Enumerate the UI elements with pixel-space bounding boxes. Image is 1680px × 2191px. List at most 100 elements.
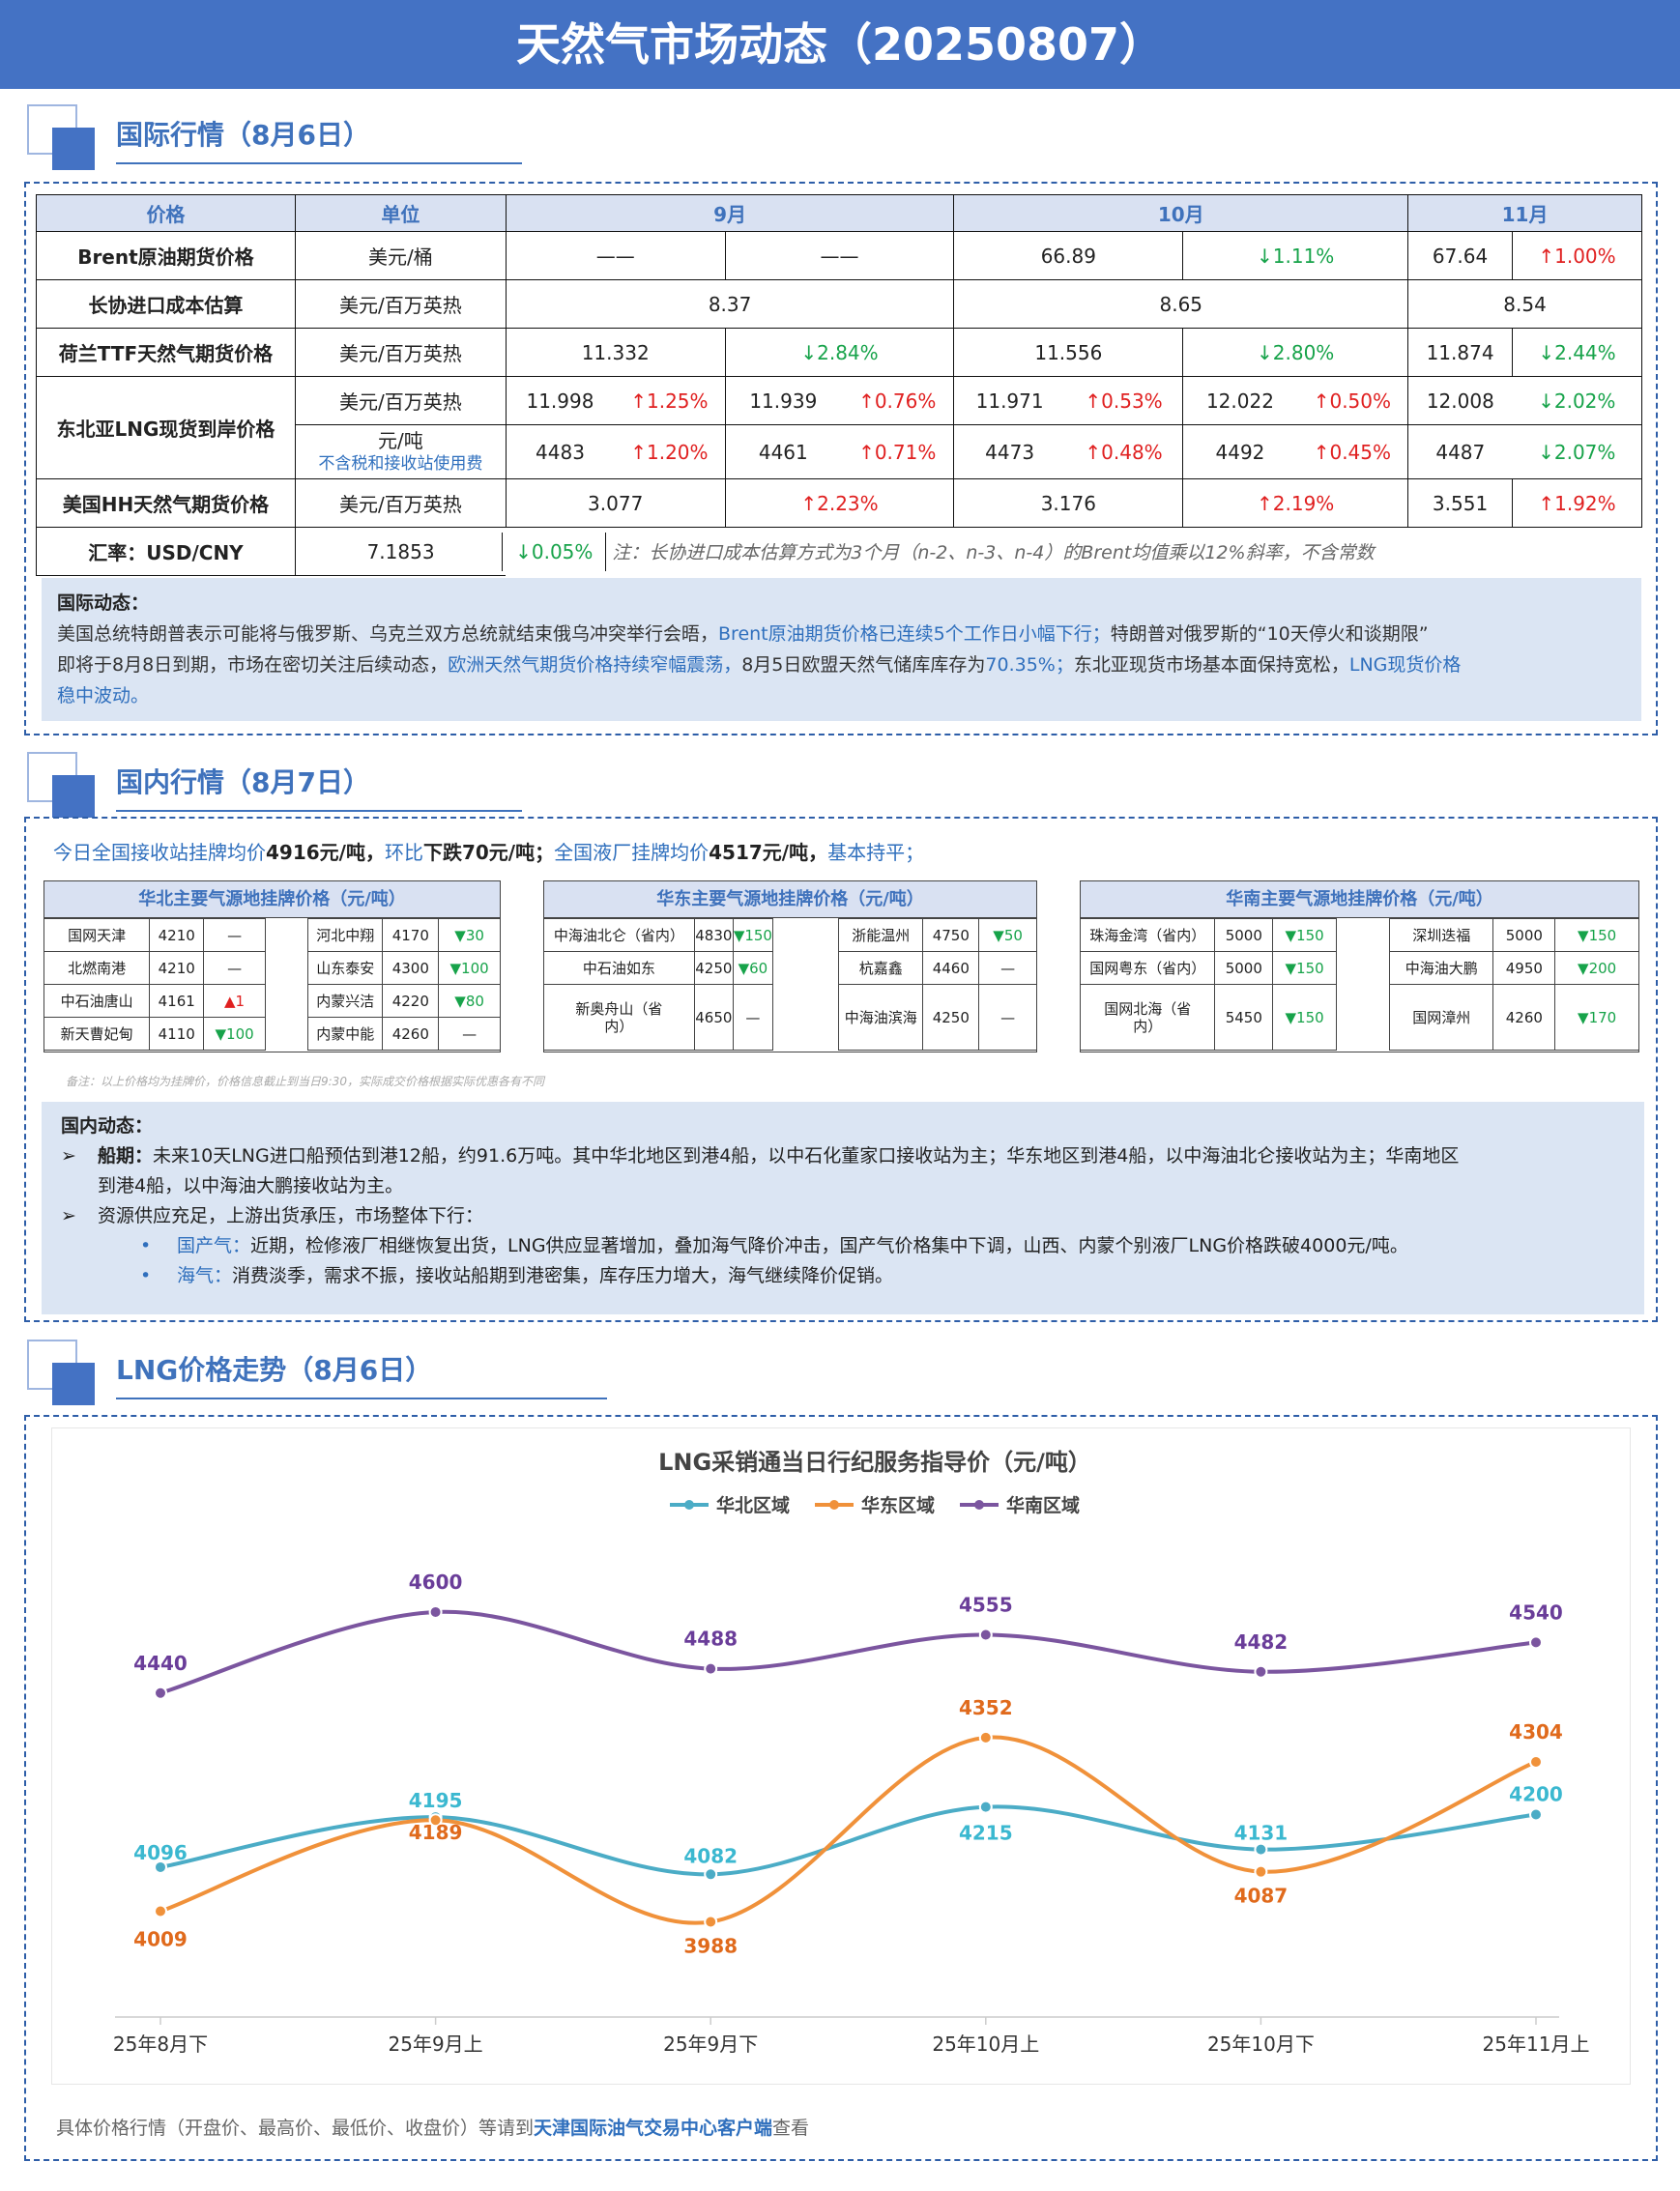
news-title: 国内动态： <box>61 1115 154 1137</box>
region-table-south: 华南主要气源地挂牌价格（元/吨） <box>1080 880 1639 1052</box>
news-seg: 美国总统特朗普表示可能将与俄罗斯、乌克兰双方总统就结束俄乌冲突举行会晤， <box>57 623 719 645</box>
data-label: 4555 <box>959 1594 1013 1617</box>
news-highlight: Brent原油期货价格已连续5个工作日小幅下行； <box>718 623 1111 645</box>
south-left-table: 珠海金湾（省内） 5000 ▼150 国网粤东（省内） 5000 ▼150 国网北海（省… <box>1079 918 1337 1051</box>
source-name: 中石油如东 <box>543 951 695 985</box>
value-cell: 4461 <box>724 424 841 479</box>
sub-text: 消费淡季，需求不振，接收站船期到港密集，库存压力增大，海气继续降价促销。 <box>232 1265 894 1286</box>
data-label: 4189 <box>409 1821 463 1844</box>
unit-cell: 美元/百万英热 <box>294 279 507 329</box>
data-label: 4131 <box>1234 1822 1289 1845</box>
source-change: ▼150 <box>1554 918 1639 952</box>
source-change: ▼150 <box>1272 984 1337 1051</box>
col-header-oct: 10月 <box>953 194 1409 232</box>
chart-frame <box>51 1427 1631 2085</box>
value-cell: 3.551 <box>1407 478 1514 528</box>
news-title: 国际动态： <box>57 592 150 614</box>
note-text: 注：长协进口成本估算方式为3个月（n-2、n-3、n-4）的Brent均值乘以1… <box>612 541 1375 563</box>
bullet-label: 船期： <box>98 1145 154 1167</box>
source-price: 4250 <box>922 984 980 1051</box>
value-cell: 3.077 <box>505 478 726 528</box>
table-header-row: 价格 单位 9月 10月 11月 <box>36 194 1642 232</box>
summary-value: 4916元/吨， <box>266 841 385 864</box>
source-change: ▼150 <box>732 918 774 952</box>
legend-marker <box>974 1500 984 1510</box>
change-cell: ↓1.11% <box>1182 231 1409 280</box>
chart-title: LNG采销通当日行纪服务指导价（元/吨） <box>658 1449 1091 1476</box>
table-row: 中海油北仑（省内） 4830 ▼150 <box>543 918 774 952</box>
bullet-text: 资源供应充足，上游出货承压，市场整体下行： <box>98 1205 484 1226</box>
source-change: ▼60 <box>732 951 774 985</box>
dot-bullet-icon: • <box>140 1265 152 1286</box>
north-left-table: 国网天津 4210— 北燃南港 4210— 中石油唐山 4161 ▲1 新天曹妃甸 411… <box>43 918 266 1051</box>
source-name: 杭嘉鑫 <box>837 951 924 985</box>
news-highlight: 欧洲天然气期货价格持续窄幅震荡， <box>448 654 742 676</box>
bullet-text: 未来10天LNG进口船预估到港12船，约91.6万吨。其中华北地区到港4船，以中… <box>153 1145 1460 1167</box>
legend-label: 华东区域 <box>861 1494 935 1516</box>
news-bullet-supply: ➢ 资源供应充足，上游出货承压，市场整体下行： <box>61 1201 1625 1231</box>
source-price: 4220 <box>382 984 440 1018</box>
arrow-bullet-icon: ➢ <box>61 1145 76 1167</box>
summary-seg: 今日全国接收站挂牌均价 <box>53 841 266 864</box>
chart-legend: 华北区域 华东区域 华南区域 <box>670 1494 1080 1516</box>
change-cell: ↓2.07% <box>1512 424 1642 479</box>
source-price: 4650 <box>693 984 734 1051</box>
value-cell: 67.64 <box>1407 231 1514 280</box>
change-cell: ↑1.25% <box>614 376 726 425</box>
source-name: 新天曹妃甸 <box>43 1017 151 1051</box>
source-name: 浙能温州 <box>837 918 924 952</box>
page-title: 天然气市场动态（20250807） <box>0 0 1680 89</box>
source-price: 5000 <box>1214 951 1274 985</box>
news-text: 美国总统特朗普表示可能将与俄罗斯、乌克兰双方总统就结束俄乌冲突举行会晤，Bren… <box>57 619 1626 711</box>
data-point <box>428 1813 443 1828</box>
x-tick-label: 25年9月下 <box>663 2032 758 2056</box>
table-row: 浙能温州 4750 ▼50 <box>837 918 1037 952</box>
intl-price-table: 价格 单位 9月 10月 11月 Brent原油期货价格 美元/桶 —— —— … <box>36 194 1642 576</box>
unit-sub: 不含税和接收站使用费 <box>318 453 483 474</box>
source-change: — <box>732 984 774 1051</box>
source-change: ▼150 <box>1272 918 1337 952</box>
table-row-ttf: 荷兰TTF天然气期货价格 美元/百万英热 11.332 ↓2.84% 11.55… <box>36 328 1642 377</box>
data-label: 4352 <box>959 1696 1013 1719</box>
source-change: ▼100 <box>438 951 501 985</box>
row-label: 美国HH天然气期货价格 <box>36 478 296 528</box>
unit-cell: 美元/百万英热 <box>294 328 507 377</box>
x-tick-label: 25年8月下 <box>113 2032 208 2056</box>
region-table-north: 华北主要气源地挂牌价格（元/吨） <box>43 880 501 1052</box>
table-row-brent: Brent原油期货价格 美元/桶 —— —— 66.89 ↓1.11% 67.6… <box>36 231 1642 280</box>
source-price: 4950 <box>1492 951 1556 985</box>
unit-main: 元/吨 <box>377 428 423 452</box>
change-cell: —— <box>724 231 955 280</box>
table-row: 中海油大鹏 4950 ▼200 <box>1388 951 1639 985</box>
news-sub-domestic-gas: • 国产气：近期，检修液厂相继恢复出货，LNG供应显著增加，叠加海气降价冲击，国产… <box>61 1231 1625 1261</box>
section-header-intl: 国际行情（8月6日） <box>19 104 522 172</box>
domestic-box <box>24 817 1658 1322</box>
source-change: ▼170 <box>1554 984 1639 1051</box>
change-cell: ↑0.48% <box>1064 424 1184 479</box>
data-point <box>428 1604 443 1619</box>
data-point <box>1529 1807 1543 1822</box>
section-title-domestic: 国内行情（8月7日） <box>116 766 370 798</box>
source-price: 4210 <box>149 951 205 985</box>
bullet-text: 到港4船，以中海油大鹏接收站为主。 <box>98 1175 404 1196</box>
data-label: 4195 <box>409 1789 463 1812</box>
header-square-fill <box>52 1363 95 1405</box>
header-square-fill <box>52 128 95 170</box>
header-square-fill <box>52 775 95 818</box>
arrow-bullet-icon: ➢ <box>61 1205 76 1226</box>
table-row: 新奥舟山（省内） 4650— <box>543 984 774 1051</box>
value-cell: 11.971 <box>953 376 1065 425</box>
footer-link[interactable]: 天津国际油气交易中心客户端 <box>534 2118 773 2139</box>
value-cell: 11.332 <box>505 328 726 377</box>
data-label: 4087 <box>1234 1885 1289 1908</box>
east-left-table: 中海油北仑（省内） 4830 ▼150 中石油如东 4250 ▼60 新奥舟山（省内） 4… <box>543 918 774 1051</box>
col-header-unit: 单位 <box>294 194 507 232</box>
change-cell: ↑2.23% <box>724 478 955 528</box>
section-header-domestic: 国内行情（8月7日） <box>19 752 522 820</box>
sub-label: 海气： <box>177 1265 233 1286</box>
source-price: 4250 <box>693 951 734 985</box>
value-cell: 66.89 <box>953 231 1184 280</box>
value-cell: 4492 <box>1182 424 1297 479</box>
data-point <box>1254 1664 1268 1679</box>
data-label: 4009 <box>133 1928 188 1951</box>
